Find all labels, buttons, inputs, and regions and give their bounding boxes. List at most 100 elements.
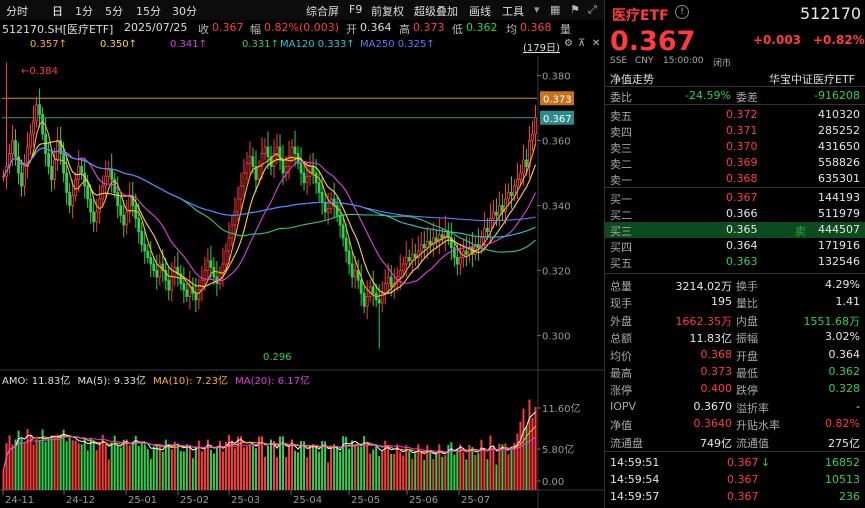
- tab-daily[interactable]: 日: [52, 5, 63, 18]
- volume-bar: [378, 456, 381, 490]
- draw-line-button[interactable]: 画线: [469, 5, 491, 18]
- candle-body: [92, 211, 96, 223]
- bid-label: 买二: [610, 209, 632, 222]
- bid-row[interactable]: 买五 0.363 132546: [605, 254, 865, 270]
- candle-body: [455, 257, 459, 265]
- period-toolbar: 分时 日 1分 5分 15分 30分 综合屏 F9 前复权 超级叠加 画线 工具…: [0, 0, 604, 20]
- f9-button[interactable]: F9: [349, 3, 363, 16]
- settings-icon[interactable]: ⚙: [564, 38, 573, 49]
- ask-row[interactable]: 卖一 0.368 635301: [605, 171, 865, 187]
- ask-row[interactable]: 卖五 0.372 410320: [605, 107, 865, 123]
- date-tick-label: 24-12: [66, 495, 95, 506]
- close-price-tag: [540, 110, 574, 125]
- price-tick-label: 0.300: [542, 332, 571, 343]
- ask-row[interactable]: 卖三 0.370 431650: [605, 139, 865, 155]
- collapse-icon[interactable]: ⊼: [578, 38, 586, 49]
- expand-icon[interactable]: ⤢: [588, 3, 597, 16]
- volume-bar: [411, 458, 414, 490]
- chevron-down-icon[interactable]: ▾: [534, 3, 540, 16]
- volume-bar: [194, 446, 197, 490]
- tab-15min[interactable]: 15分: [136, 5, 161, 18]
- volume-bar: [375, 444, 378, 490]
- tab-1min[interactable]: 1分: [75, 5, 93, 18]
- info-icon[interactable]: !: [675, 5, 689, 19]
- bid-row[interactable]: 买二 0.366 511979: [605, 206, 865, 222]
- stat-value: 0.368: [700, 347, 733, 361]
- super-overlay-button[interactable]: 超级叠加: [414, 5, 458, 18]
- stat-value: 275亿: [828, 436, 860, 450]
- volume-bar: [273, 441, 276, 490]
- volume-bar: [336, 446, 339, 490]
- date-tick-label: 25-05: [351, 495, 380, 506]
- candle-body: [194, 292, 198, 301]
- composite-screen-button[interactable]: 综合屏: [306, 5, 339, 18]
- weibi-value: -24.59%: [685, 89, 731, 102]
- volume-bar: [59, 435, 62, 490]
- volume-bar: [432, 459, 435, 490]
- candle-body: [293, 146, 297, 154]
- volume-bar: [435, 453, 438, 490]
- bid-row[interactable]: 买三 0.365 卖 444507: [605, 222, 865, 238]
- volume-bar: [263, 456, 266, 490]
- date-tick-label: 25-07: [461, 495, 490, 506]
- period-count[interactable]: (179日): [523, 43, 560, 54]
- volume-bar: [53, 435, 56, 490]
- volume-bar: [170, 449, 173, 490]
- weicha-label: 委差: [736, 91, 758, 104]
- volume-bar: [29, 435, 32, 490]
- bookmark-icon[interactable]: ⚑: [570, 3, 580, 16]
- candle-body: [107, 169, 111, 177]
- volume-tick-label: 0.00: [542, 477, 564, 488]
- time-label: 15:00:00: [663, 56, 704, 66]
- volume-bar: [438, 444, 441, 490]
- bid-label: 买三: [610, 225, 632, 238]
- candle-body: [386, 276, 390, 284]
- ask-price: 0.372: [726, 108, 758, 121]
- candle-body: [56, 140, 60, 161]
- kline-chart[interactable]: 0.380 0.360 0.340 0.320 0.300 0.373 0.367 11.60…: [0, 0, 604, 508]
- open-value: 0.364: [360, 21, 392, 34]
- volume-bar: [348, 448, 351, 490]
- candle-body: [416, 250, 420, 258]
- volume-bar: [140, 442, 143, 490]
- candle-body: [86, 185, 90, 200]
- bid-label: 买一: [610, 193, 632, 206]
- candle-body: [467, 247, 471, 255]
- volume-tick-label: 5.80亿: [542, 443, 574, 456]
- candle-body: [281, 159, 285, 174]
- candle-body: [122, 214, 126, 226]
- volume-bar: [414, 453, 417, 490]
- price-tick-label: 0.360: [542, 137, 571, 148]
- tab-intraday[interactable]: 分时: [6, 5, 28, 18]
- stat-row: 总量 3214.02万 换手 4.29%: [605, 277, 865, 293]
- close-icon[interactable]: ✕: [592, 38, 601, 49]
- ask-price: 0.369: [726, 156, 758, 169]
- volume-legend: AMO: 11.83亿 MA(5): 9.33亿 MA(10): 7.23亿 M…: [2, 372, 310, 387]
- tab-5min[interactable]: 5分: [105, 5, 123, 18]
- candle-body: [32, 120, 35, 135]
- volume-bar: [113, 435, 116, 490]
- volume-bar: [116, 445, 119, 490]
- candle-body: [425, 240, 429, 249]
- volume-bar: [248, 444, 251, 490]
- candle-body: [143, 244, 147, 252]
- grid-icon[interactable]: ▦: [550, 3, 561, 16]
- candle-body: [398, 270, 402, 278]
- tab-30min[interactable]: 30分: [172, 5, 197, 18]
- stat-value: 0.82%: [825, 417, 860, 431]
- forward-adjust-button[interactable]: 前复权: [371, 5, 404, 18]
- ask-row[interactable]: 卖四 0.371 285252: [605, 123, 865, 139]
- bid-row[interactable]: 买四 0.364 171916: [605, 238, 865, 254]
- bid-row[interactable]: 买一 0.367 144193: [605, 190, 865, 206]
- tools-button[interactable]: 工具: [502, 5, 524, 18]
- tick-volume: 236: [839, 490, 860, 503]
- candle-body: [242, 172, 246, 187]
- avg-value: 0.368: [520, 21, 552, 34]
- nav-trend-link[interactable]: 净值走势: [610, 73, 654, 86]
- ask-volume: 285252: [818, 124, 860, 137]
- candle-body: [233, 211, 237, 226]
- volume-bar: [456, 448, 459, 490]
- fund-name-link[interactable]: 华宝中证医疗ETF: [769, 73, 855, 86]
- ask-row[interactable]: 卖二 0.369 558826: [605, 155, 865, 171]
- volume-bar: [179, 451, 182, 490]
